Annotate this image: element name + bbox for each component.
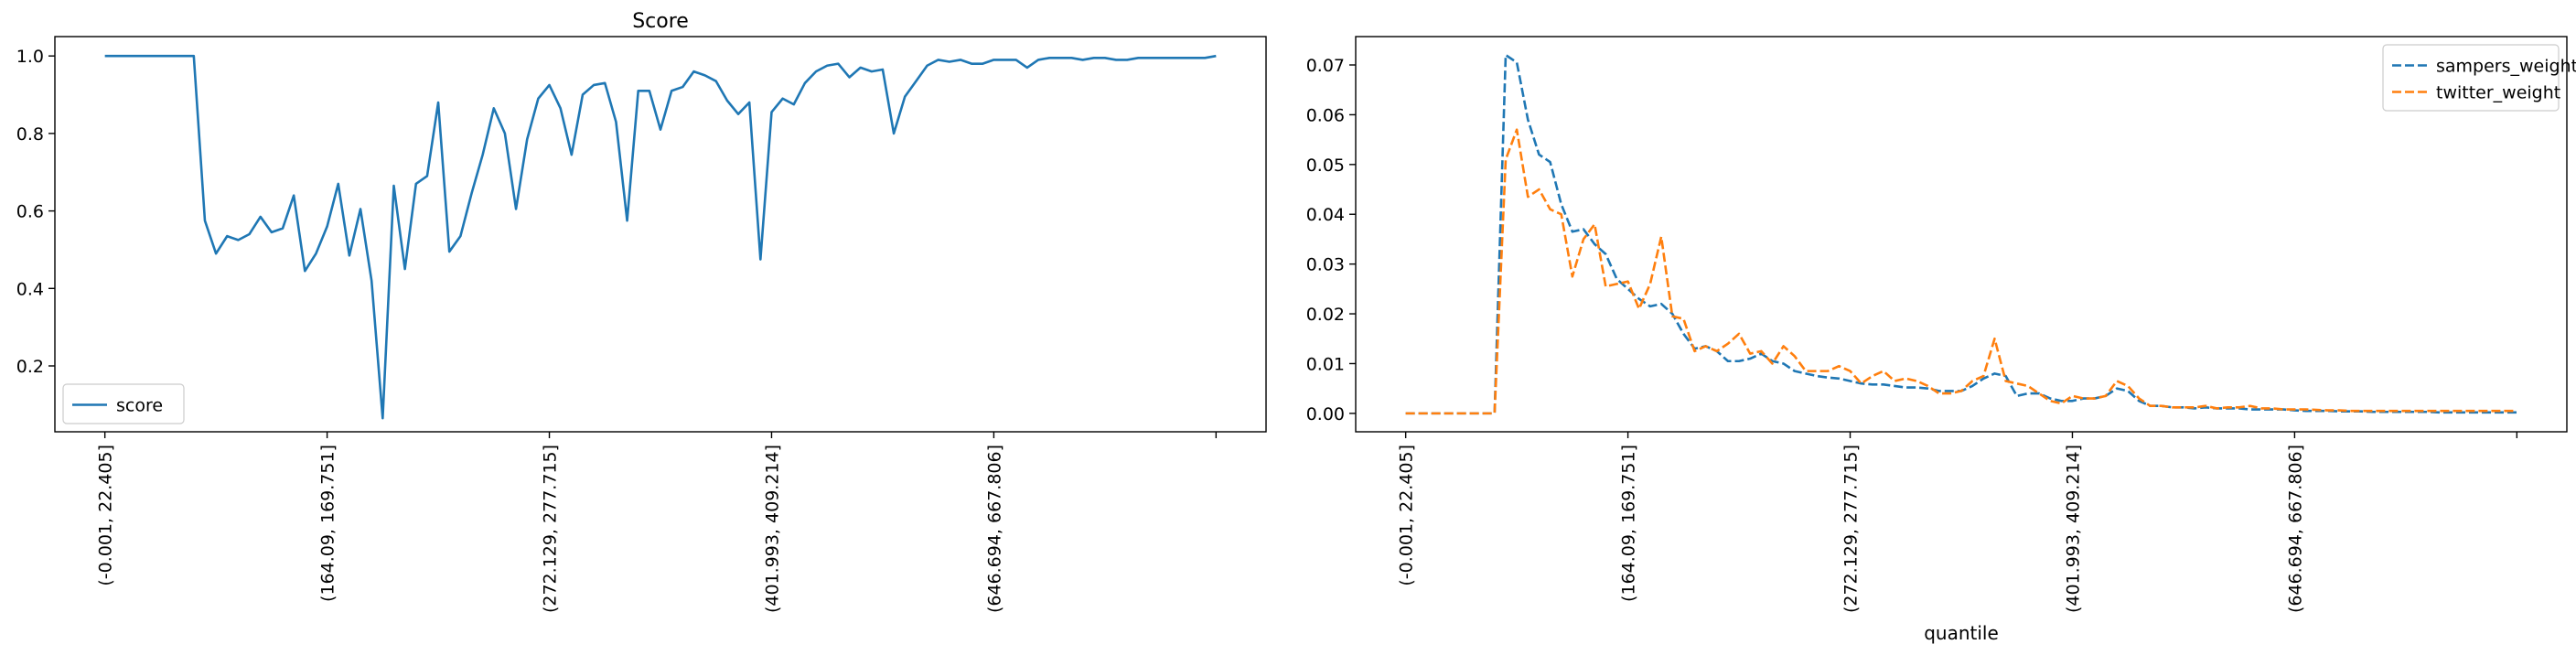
x-tick-label: (272.129, 277.715] [541,445,561,613]
x-tick-label: (-0.001, 22.405] [96,445,116,586]
y-tick-label: 0.07 [1306,56,1345,76]
x-tick-label: (164.09, 169.751] [318,445,338,602]
x-axis-label: quantile [1924,622,1999,644]
x-tick-label: (272.129, 277.715] [1841,445,1862,613]
legend-box [62,383,185,424]
x-tick-label: (646.694, 667.806] [984,445,1004,613]
axes-frame [54,36,1267,433]
legend: sampers_weight twitter_weight [2382,44,2576,112]
y-tick-label: 0.06 [1306,105,1345,125]
legend-label: score [116,396,163,416]
y-tick-label: 0.8 [16,124,44,145]
x-tick-label: (646.694, 667.806] [2285,445,2305,613]
legend-label: twitter_weight [2436,83,2560,103]
x-tick-label: (164.09, 169.751] [1619,445,1639,602]
y-tick-label: 0.00 [1306,404,1345,424]
y-tick-label: 0.03 [1306,255,1345,275]
y-tick-label: 0.4 [16,279,44,299]
legend-label: sampers_weight [2436,57,2576,77]
y-tick-label: 1.0 [16,47,44,67]
weights-chart-panel: 0.00 0.01 0.02 0.03 0.04 0.05 0.06 0.07 (-0.001,… [1306,36,2576,644]
y-tick-label: 0.02 [1306,305,1345,325]
chart-title: Score [632,10,689,33]
legend-box [2382,44,2560,112]
series-line-twitter_weight [1405,128,2517,415]
y-tick-label: 0.2 [16,357,44,377]
y-tick-label: 0.04 [1306,205,1345,225]
axes-frame [1355,36,2568,433]
series-line-score [104,54,1217,420]
y-tick-label: 0.6 [16,202,44,222]
legend: score [62,383,185,424]
x-tick-label: (-0.001, 22.405] [1397,445,1417,586]
y-tick-label: 0.01 [1306,354,1345,374]
score-chart-panel: Score 0.2 0.4 0.6 0.8 1.0 (-0.001, 22.405] (164… [16,10,1267,613]
x-tick-label: (401.993, 409.214] [762,445,782,613]
x-tick-label: (401.993, 409.214] [2063,445,2083,613]
y-tick-label: 0.05 [1306,156,1345,176]
